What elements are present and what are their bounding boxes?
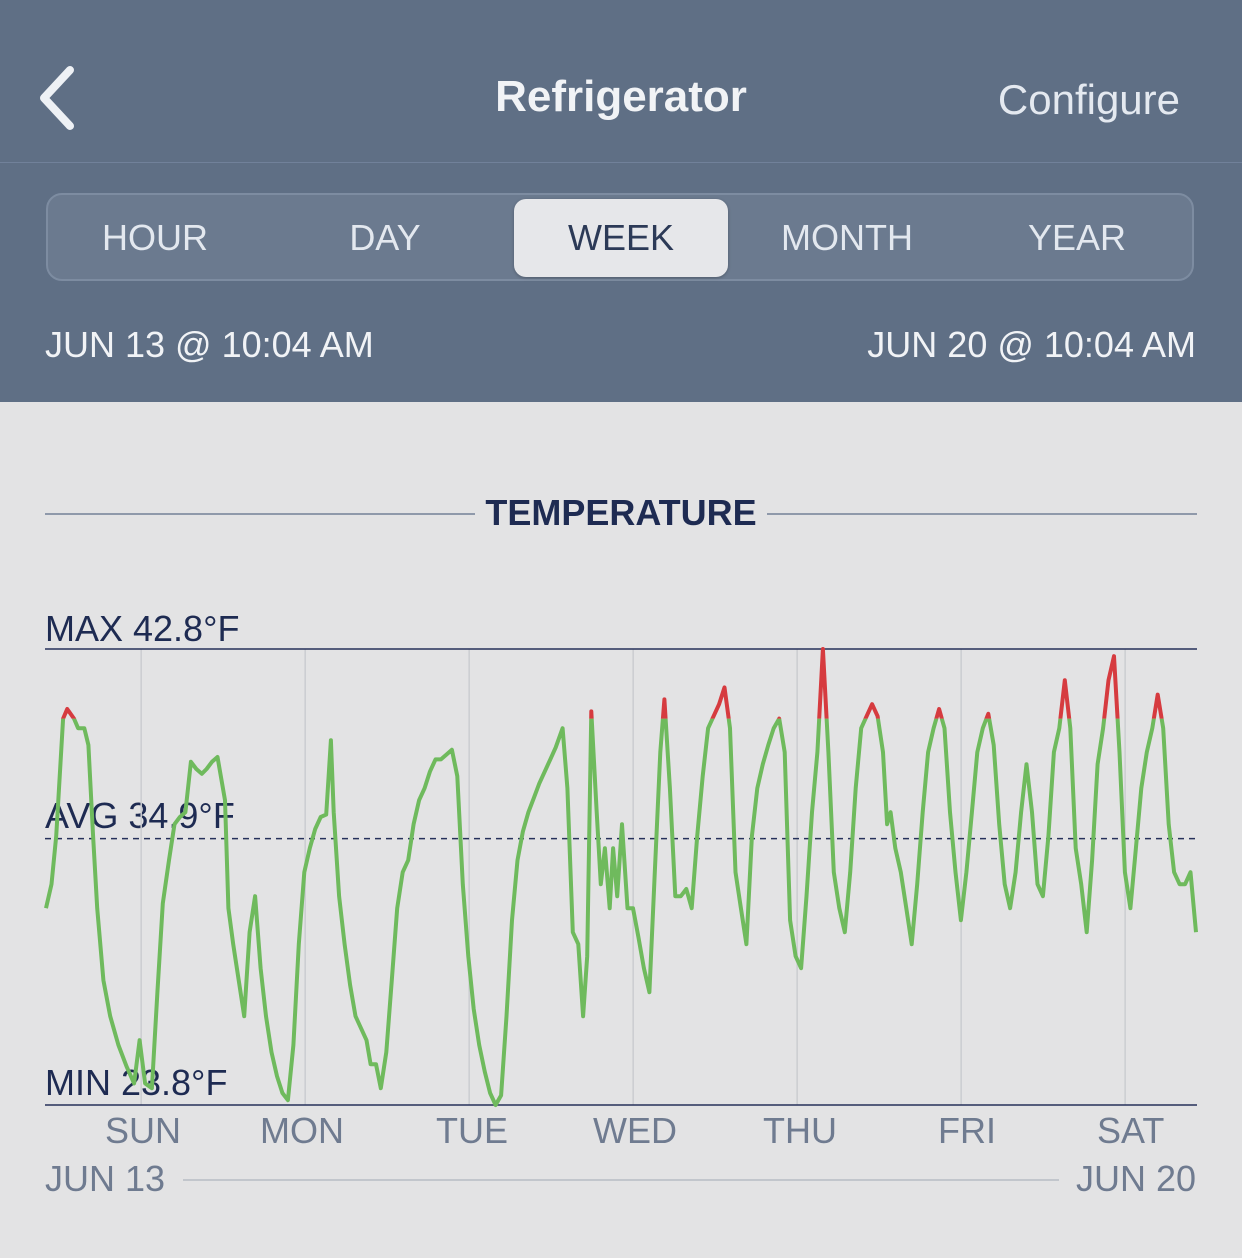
time-range-segmented-control: HOUR DAY WEEK MONTH YEAR bbox=[46, 193, 1194, 281]
end-date-label: JUN 20 bbox=[1075, 1158, 1196, 1199]
range-start: JUN 13 @ 10:04 AM bbox=[45, 324, 374, 365]
range-end: JUN 20 @ 10:04 AM bbox=[867, 324, 1196, 365]
date-range-divider bbox=[183, 1179, 1059, 1181]
chevron-left-icon bbox=[40, 66, 74, 130]
chart-title-text: TEMPERATURE bbox=[475, 492, 767, 533]
day-label-thu: THU bbox=[763, 1110, 837, 1151]
tab-week[interactable]: WEEK bbox=[514, 199, 728, 277]
min-label: MIN 23.8°F bbox=[45, 1062, 228, 1103]
day-label-mon: MON bbox=[260, 1110, 344, 1151]
start-date-label: JUN 13 bbox=[45, 1158, 166, 1199]
day-label-sat: SAT bbox=[1097, 1110, 1165, 1151]
temperature-series-line bbox=[44, 718, 1198, 1107]
tab-day[interactable]: DAY bbox=[349, 217, 421, 258]
header: Refrigerator Configure HOUR DAY WEEK MON… bbox=[0, 0, 1242, 402]
configure-button[interactable]: Configure bbox=[997, 76, 1180, 123]
nav-bar: Refrigerator Configure bbox=[0, 0, 1242, 163]
tab-hour[interactable]: HOUR bbox=[102, 217, 208, 258]
chart-title-row: TEMPERATURE bbox=[45, 492, 1197, 536]
tab-year[interactable]: YEAR bbox=[1027, 217, 1127, 258]
title-divider-right bbox=[757, 513, 1197, 515]
title-divider-left bbox=[45, 513, 485, 515]
tab-month[interactable]: MONTH bbox=[781, 217, 913, 258]
temperature-alert-line bbox=[61, 647, 1164, 719]
day-label-tue: TUE bbox=[436, 1110, 508, 1151]
day-label-sun: SUN bbox=[105, 1110, 182, 1151]
max-label: MAX 42.8°F bbox=[45, 608, 240, 649]
day-label-fri: FRI bbox=[938, 1110, 996, 1151]
avg-label: AVG 34.9°F bbox=[45, 795, 235, 836]
back-button[interactable] bbox=[30, 62, 90, 134]
day-label-wed: WED bbox=[593, 1110, 677, 1151]
chart-title: TEMPERATURE bbox=[45, 492, 1197, 534]
page-title: Refrigerator bbox=[495, 72, 747, 121]
